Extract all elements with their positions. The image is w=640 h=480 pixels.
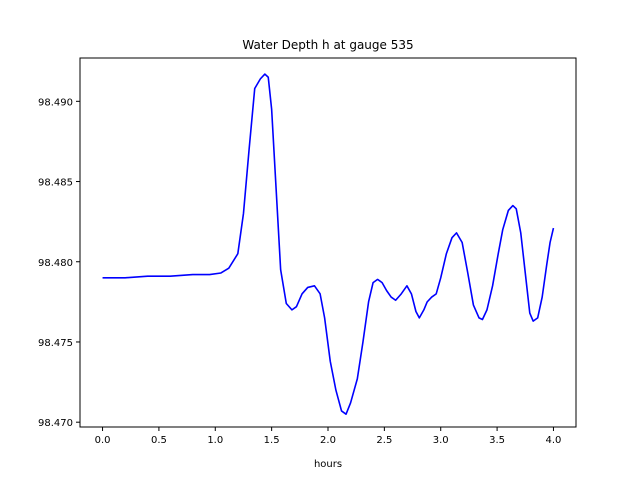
y-tick-label: 98.475 bbox=[38, 338, 73, 349]
series-line-0 bbox=[102, 73, 555, 415]
x-tick-label: 2.5 bbox=[376, 435, 392, 446]
x-tick-label: 2.0 bbox=[320, 435, 336, 446]
y-tick-label: 98.490 bbox=[38, 97, 73, 108]
y-tick-label: 98.480 bbox=[38, 258, 73, 269]
x-tick-label: 4.0 bbox=[546, 435, 562, 446]
chart-title: Water Depth h at gauge 535 bbox=[242, 38, 413, 52]
x-tick-label: 3.5 bbox=[489, 435, 505, 446]
x-tick-label: 0.5 bbox=[151, 435, 167, 446]
y-tick-label: 98.485 bbox=[38, 178, 73, 189]
x-tick-label: 1.0 bbox=[207, 435, 223, 446]
plot-area: 0.0 0.5 1.0 1.5 2.0 2.5 3.0 3.5 4.0 98.470 98.475 9… bbox=[38, 57, 577, 446]
y-tick-label: 98.470 bbox=[38, 418, 73, 429]
x-tick-label: 1.5 bbox=[264, 435, 280, 446]
x-tick-label: 3.0 bbox=[433, 435, 449, 446]
x-tick-label: 0.0 bbox=[95, 435, 111, 446]
x-axis-label: hours bbox=[314, 459, 342, 470]
